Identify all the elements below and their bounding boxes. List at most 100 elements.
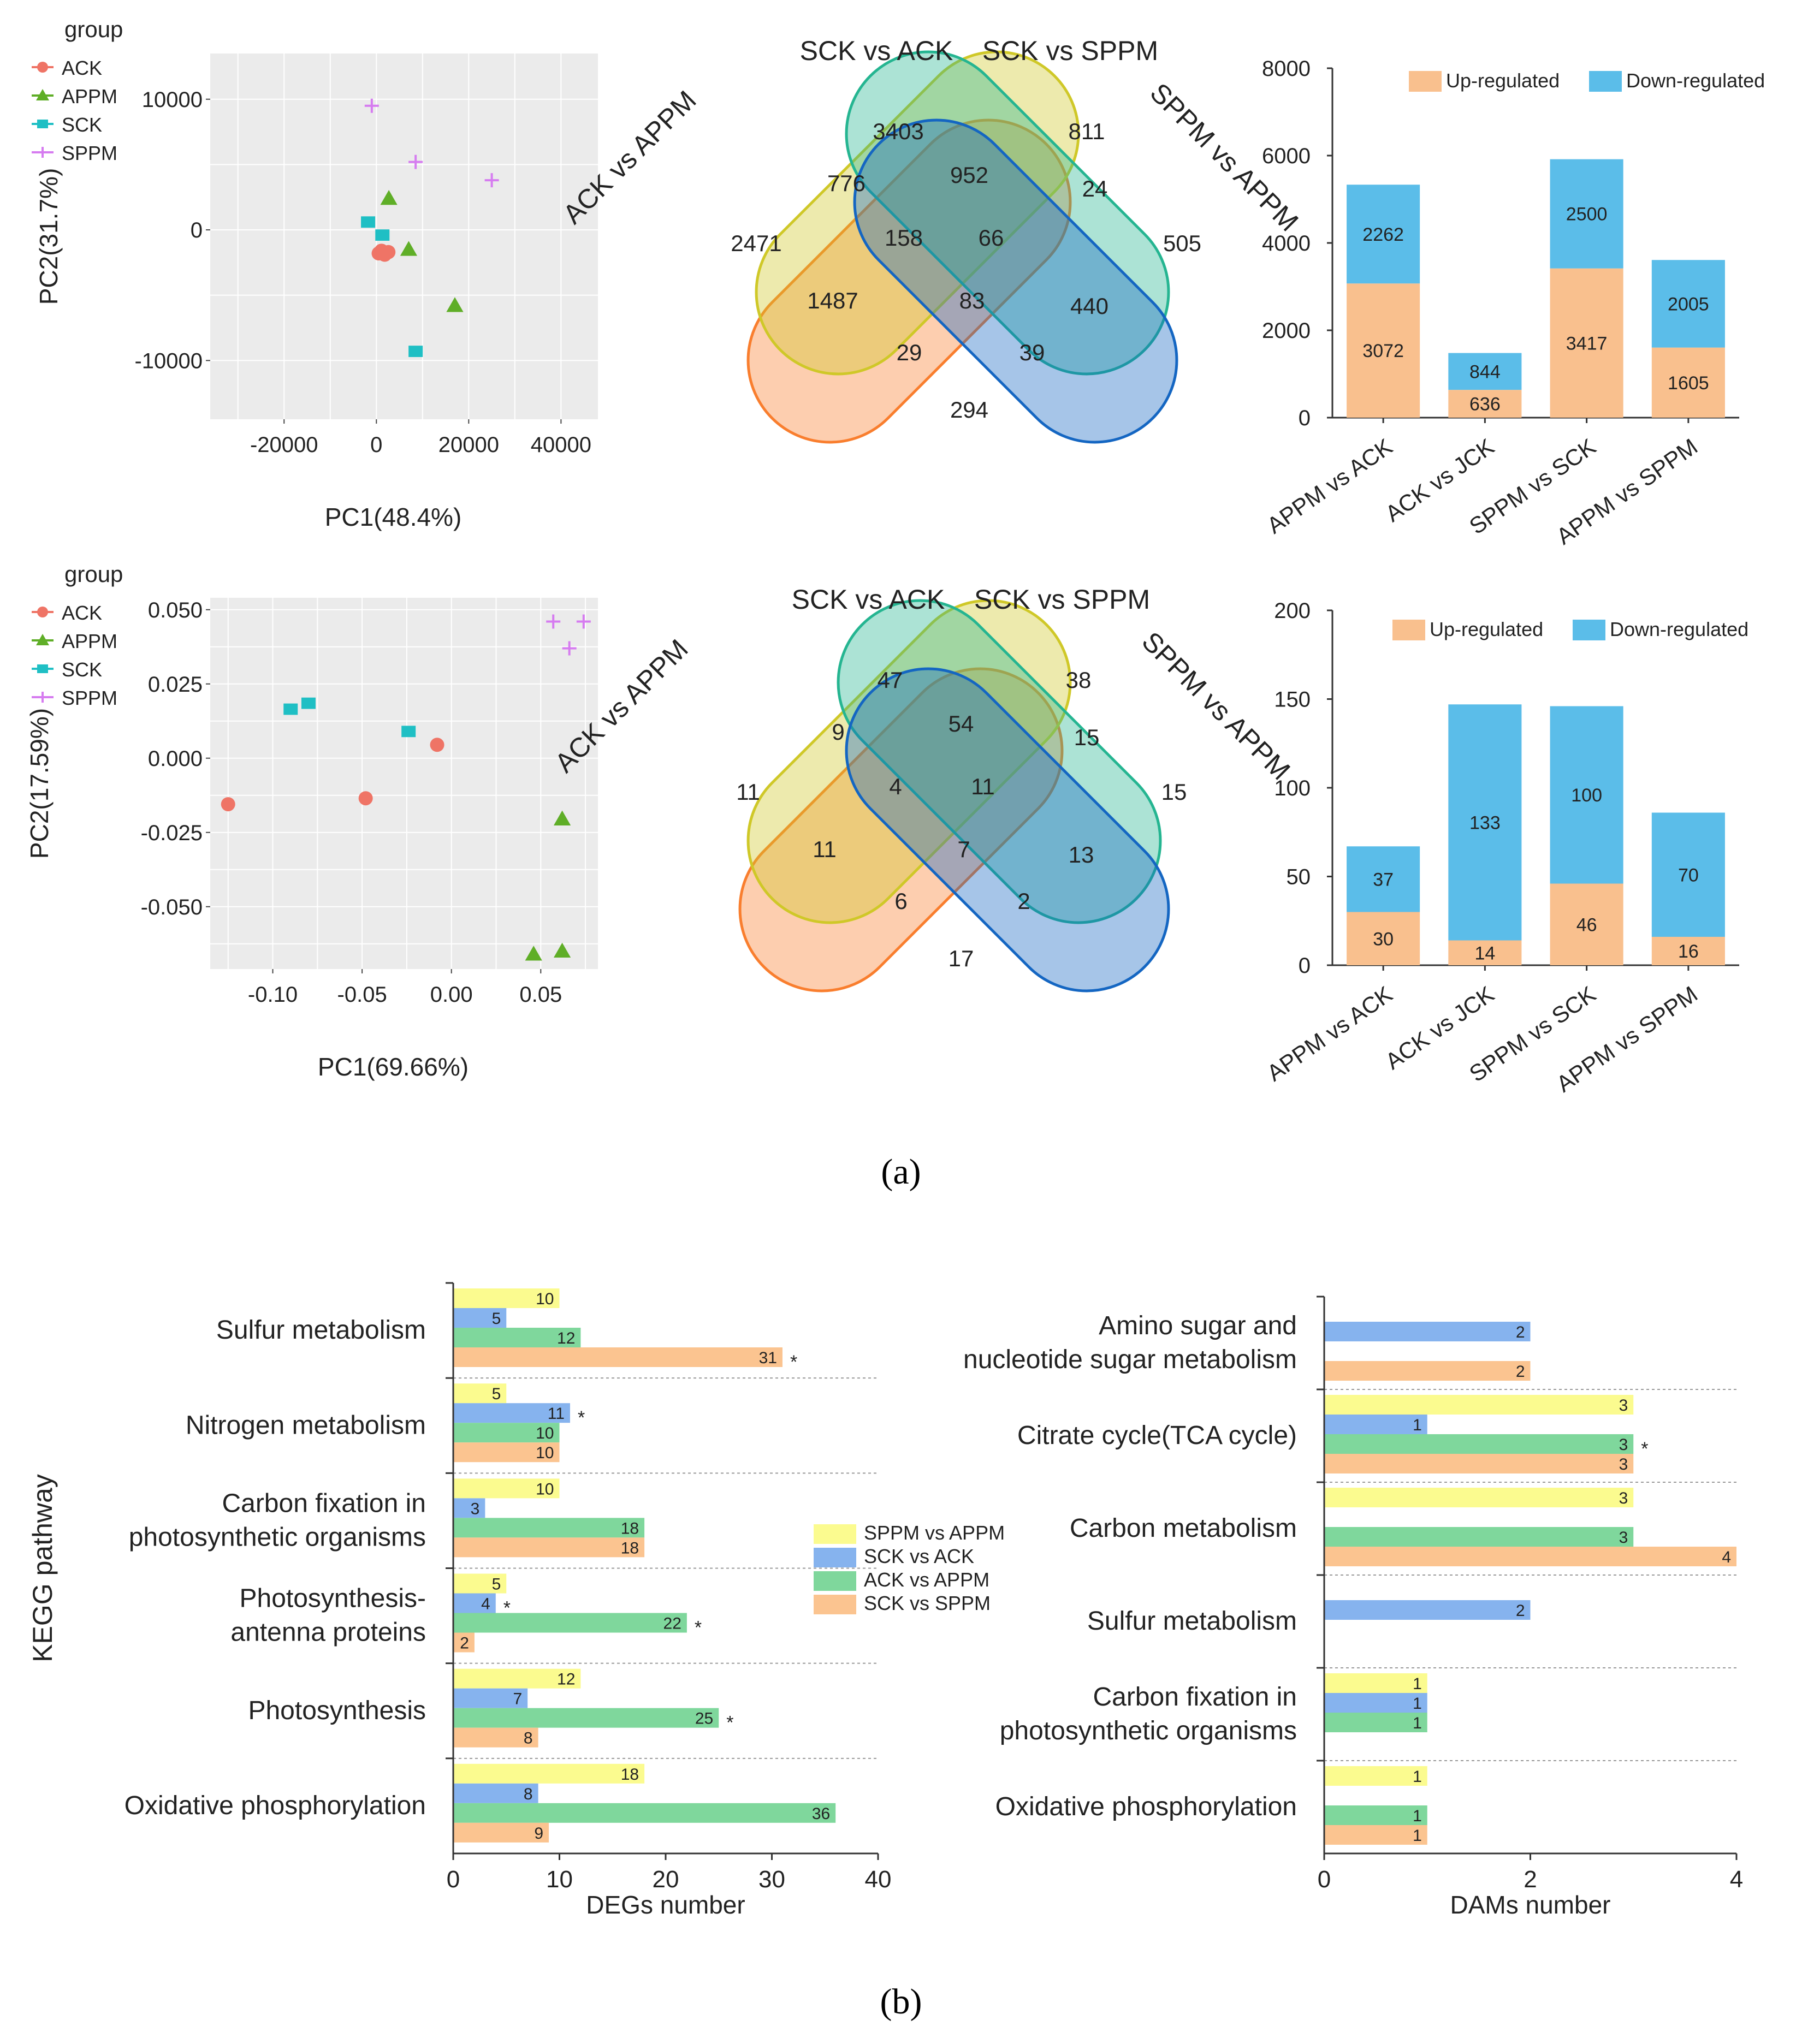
x-tick-label: -0.10 [248, 983, 298, 1007]
y-tick-label: 50 [1287, 865, 1311, 889]
bar-ack-vs-appm [1324, 1434, 1634, 1454]
legend-key-down [1589, 71, 1622, 92]
venn-region-count: 29 [897, 340, 922, 365]
bar-up-regulated [1347, 912, 1420, 965]
bar-value-label: 10 [536, 1444, 554, 1462]
data-point-sck [361, 216, 376, 228]
bar-value-label: 37 [1373, 869, 1394, 890]
bar-value-label: 3417 [1566, 333, 1608, 354]
legend-key-marker [36, 634, 49, 645]
bar-value-label: 2 [1516, 1323, 1525, 1341]
bar-value-label: 11 [548, 1405, 565, 1423]
legend-title: group [64, 16, 123, 42]
bar-value-label: 5 [492, 1576, 501, 1594]
bar-ack-vs-appm [1324, 1805, 1427, 1825]
y-tick-label: -0.050 [141, 895, 203, 919]
y-tick-label: -10000 [134, 349, 203, 373]
venn-region-count: 47 [878, 667, 903, 693]
bar-value-label: 18 [621, 1766, 639, 1784]
bar-sck-vs-ack [1324, 1693, 1427, 1713]
bar-value-label: 3 [1619, 1455, 1628, 1473]
bar-ack-vs-appm [453, 1328, 581, 1347]
bar-value-label: 36 [812, 1805, 830, 1823]
bar-sppm-vs-appm [453, 1763, 645, 1784]
bar-value-label: 14 [1474, 943, 1495, 964]
pathway-label: nucleotide sugar metabolism [963, 1345, 1297, 1374]
pathway-label: Carbon metabolism [1070, 1514, 1297, 1543]
venn-region-count: 294 [950, 397, 988, 423]
venn-region-count: 11 [736, 779, 760, 805]
bar-sck-vs-ack [1324, 1415, 1427, 1434]
venn-set-shape [738, 667, 1064, 993]
bar-sck-vs-sppm [1324, 1454, 1634, 1473]
y-tick-label: 0.025 [148, 673, 203, 697]
legend-label: SCK vs ACK [864, 1545, 974, 1567]
bar-chart-top: 0 2000 4000 6000 8000 3072 2262 APPM vs ACK 636 8… [1262, 57, 1765, 549]
data-point-sppm [364, 98, 379, 113]
y-tick-label: 0 [191, 218, 203, 242]
data-point-ack [381, 245, 396, 259]
significance-mark: * [790, 1352, 797, 1372]
venn-region-count: 66 [979, 225, 1004, 251]
bar-up-regulated [1651, 347, 1725, 418]
x-tick-label: 0 [370, 433, 382, 457]
legend-label: APPM [62, 85, 117, 108]
bar-sck-vs-sppm [1324, 1547, 1736, 1566]
data-point-appm [553, 810, 571, 825]
legend-key [814, 1548, 856, 1567]
significance-mark: * [726, 1713, 733, 1733]
bar-value-label: 1 [1413, 1827, 1422, 1845]
data-point-ack [358, 791, 373, 806]
bar-up-regulated [1550, 268, 1623, 418]
data-point-appm [553, 942, 571, 958]
venn-region-count: 11 [971, 774, 995, 799]
pathway-label: Citrate cycle(TCA cycle) [1017, 1421, 1297, 1450]
bar-up-regulated [1550, 883, 1623, 965]
x-tick-label: 0 [1318, 1866, 1331, 1893]
bar-value-label: 10 [536, 1290, 554, 1308]
venn-region-count: 7 [957, 836, 970, 862]
venn-region-count: 6 [894, 888, 907, 914]
bar-value-label: 3 [1619, 1436, 1628, 1454]
bar-sck-vs-ack [453, 1308, 507, 1328]
venn-set-label: SCK vs SPPM [982, 35, 1158, 66]
bar-up-regulated [1347, 283, 1420, 418]
bar-ack-vs-appm [1324, 1713, 1427, 1732]
bar-value-label: 1 [1413, 1807, 1422, 1825]
bar-sppm-vs-appm [453, 1668, 581, 1689]
bar-down-regulated [1651, 260, 1725, 348]
venn-region-count: 4 [889, 774, 902, 799]
venn-region-count: 505 [1163, 230, 1201, 256]
y-tick-label: 6000 [1262, 144, 1311, 168]
data-point-appm [380, 190, 398, 205]
legend-key-marker [37, 607, 48, 617]
data-point-sppm [576, 614, 591, 629]
bar-value-label: 2 [1516, 1363, 1525, 1381]
bar-value-label: 46 [1576, 914, 1597, 935]
significance-mark: * [695, 1618, 702, 1638]
bar-sppm-vs-appm [453, 1573, 507, 1594]
bar-ack-vs-appm [1324, 1527, 1634, 1547]
data-point-sck [401, 726, 416, 738]
venn-region-count: 15 [1074, 724, 1100, 750]
bar-sck-vs-ack [453, 1593, 496, 1613]
legend-key-marker [37, 147, 48, 158]
figure-label-b: (b) [880, 1982, 922, 2022]
legend-label: APPM [62, 630, 117, 652]
legend-label: ACK [62, 57, 102, 79]
y-tick-label: -0.025 [141, 821, 203, 845]
bar-value-label: 8 [524, 1785, 533, 1803]
pathway-label: Sulfur metabolism [1087, 1607, 1297, 1636]
venn-region-count: 1487 [807, 288, 858, 313]
y-tick-label: 0 [1299, 406, 1311, 430]
bar-sck-vs-ack [453, 1783, 538, 1803]
bar-value-label: 133 [1469, 812, 1501, 833]
legend-label: SPPM [62, 142, 117, 164]
venn-region-count: 2 [1017, 888, 1030, 914]
x-axis-label: DEGs number [586, 1891, 745, 1919]
bar-value-label: 10 [536, 1480, 554, 1498]
bar-value-label: 3 [471, 1500, 480, 1518]
bar-value-label: 2500 [1566, 204, 1608, 225]
pathway-label: antenna proteins [230, 1618, 426, 1647]
